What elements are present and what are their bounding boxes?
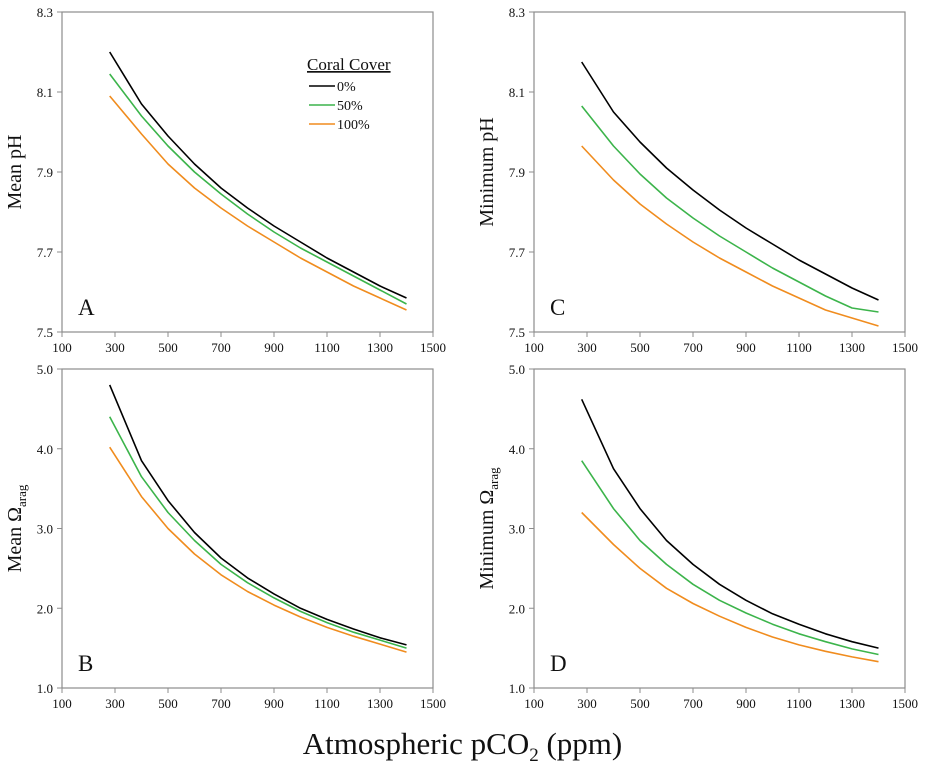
x-tick-label-c: 700 (683, 340, 703, 355)
series-line-c-2 (581, 105, 879, 313)
series-line-d-1 (580, 398, 879, 649)
panel-letter-b: B (78, 651, 93, 676)
y-tick-label-c: 7.7 (509, 245, 526, 260)
x-tick-label-b: 500 (158, 696, 178, 711)
x-tick-label-a: 1300 (367, 340, 393, 355)
y-tick-label-d: 5.0 (509, 362, 525, 377)
y-axis-label-text-d: Minimum Ω (476, 490, 498, 590)
series-line-b-1 (108, 384, 407, 646)
y-tick-label-a: 7.7 (37, 245, 54, 260)
x-tick-label-d: 1300 (839, 696, 865, 711)
y-tick-label-c: 8.1 (509, 85, 525, 100)
series-line-c-3 (581, 145, 879, 327)
y-axis-label-b: Mean Ωarag (4, 484, 29, 572)
series-line-b-3 (109, 446, 407, 653)
y-tick-label-d: 1.0 (509, 681, 525, 696)
x-tick-label-a: 300 (105, 340, 125, 355)
y-axis-label-text-c: Minimum pH (476, 117, 498, 226)
y-tick-label-a: 7.9 (37, 165, 53, 180)
panel-b: 100 300 500 700 900 1100 1300 1500 1.0 2.0 3.0 4.0 5… (4, 362, 446, 711)
x-tick-label-d: 500 (630, 696, 650, 711)
y-tick-label-c: 8.3 (509, 5, 525, 20)
x-tick-label-c: 1500 (892, 340, 918, 355)
x-tick-label-a: 500 (158, 340, 178, 355)
legend-label-2: 50% (337, 99, 363, 114)
plot-frame-b (61, 368, 434, 689)
x-tick-label-c: 1100 (786, 340, 812, 355)
x-axis-label-unit: (ppm) (538, 726, 623, 761)
legend-label-1: 0% (337, 80, 356, 95)
panel-letter-c: C (550, 295, 565, 320)
x-axis-label-text: Atmospheric pCO (302, 726, 530, 761)
x-tick-label-c: 1300 (839, 340, 865, 355)
y-tick-label-c: 7.9 (509, 165, 525, 180)
series-line-d-2 (581, 460, 879, 656)
legend-title: Coral Cover (307, 55, 391, 74)
x-tick-label-c: 900 (736, 340, 756, 355)
x-tick-label-c: 500 (630, 340, 650, 355)
series-line-d-3 (581, 511, 879, 663)
series-line-a-1 (109, 51, 407, 299)
x-tick-label-d: 900 (736, 696, 756, 711)
y-tick-label-d: 3.0 (509, 522, 525, 537)
plot-frame-c (533, 11, 906, 333)
series-line-a-3 (109, 95, 407, 311)
x-tick-label-b: 700 (211, 696, 231, 711)
x-tick-label-a: 1100 (314, 340, 340, 355)
x-tick-label-b: 900 (264, 696, 284, 711)
x-tick-label-d: 700 (683, 696, 703, 711)
x-tick-label-c: 300 (577, 340, 597, 355)
y-axis-label-text-a: Mean pH (4, 135, 26, 210)
series-line-c-1 (581, 61, 879, 301)
x-tick-label-a: 100 (52, 340, 72, 355)
y-tick-label-d: 2.0 (509, 601, 525, 616)
y-tick-label-b: 3.0 (37, 522, 53, 537)
y-axis-label-a: Mean pH (4, 135, 26, 210)
x-tick-label-b: 1100 (314, 696, 340, 711)
x-tick-label-d: 300 (577, 696, 597, 711)
panel-letter-d: D (550, 651, 567, 676)
x-axis-label-subscript: 2 (529, 745, 539, 767)
x-tick-label-a: 1500 (420, 340, 446, 355)
series-line-b-2 (108, 416, 407, 649)
y-tick-label-a: 8.1 (37, 85, 53, 100)
y-tick-label-b: 1.0 (37, 681, 53, 696)
y-axis-label-text-b: Mean Ω (4, 507, 26, 572)
y-axis-label-subscript-b: arag (14, 484, 29, 507)
y-axis-label-subscript-d: arag (486, 467, 501, 490)
y-tick-label-b: 2.0 (37, 601, 53, 616)
x-tick-label-a: 700 (211, 340, 231, 355)
x-tick-label-b: 300 (105, 696, 125, 711)
y-axis-label-d: Minimum Ωarag (476, 467, 501, 590)
y-tick-label-b: 5.0 (37, 362, 53, 377)
y-tick-label-d: 4.0 (509, 442, 525, 457)
shared-x-axis-label: Atmospheric pCO2 (ppm) (0, 726, 925, 767)
x-tick-label-d: 1500 (892, 696, 918, 711)
y-tick-label-b: 4.0 (37, 442, 53, 457)
y-tick-label-a: 7.5 (37, 325, 53, 340)
legend-label-3: 100% (337, 118, 370, 133)
panel-a: 100 300 500 700 900 1100 1300 1500 7.5 7.7 7.9 8.1 8… (4, 5, 446, 355)
panel-letter-a: A (78, 295, 95, 320)
x-tick-label-c: 100 (524, 340, 544, 355)
legend: Coral Cover 0% 50% 100% (307, 55, 391, 133)
y-axis-label-c: Minimum pH (476, 117, 498, 226)
y-tick-label-c: 7.5 (509, 325, 525, 340)
x-tick-label-d: 100 (524, 696, 544, 711)
series-line-a-2 (109, 73, 407, 305)
x-tick-label-a: 900 (264, 340, 284, 355)
x-tick-label-b: 100 (52, 696, 72, 711)
x-tick-label-d: 1100 (786, 696, 812, 711)
y-tick-label-a: 8.3 (37, 5, 53, 20)
panel-c: 100 300 500 700 900 1100 1300 1500 7.5 7.7 7.9 8.1 8… (476, 5, 918, 355)
x-tick-label-b: 1500 (420, 696, 446, 711)
panel-d: 100 300 500 700 900 1100 1300 1500 1.0 2.0 3.0 4.0 5… (476, 362, 918, 711)
x-tick-label-b: 1300 (367, 696, 393, 711)
